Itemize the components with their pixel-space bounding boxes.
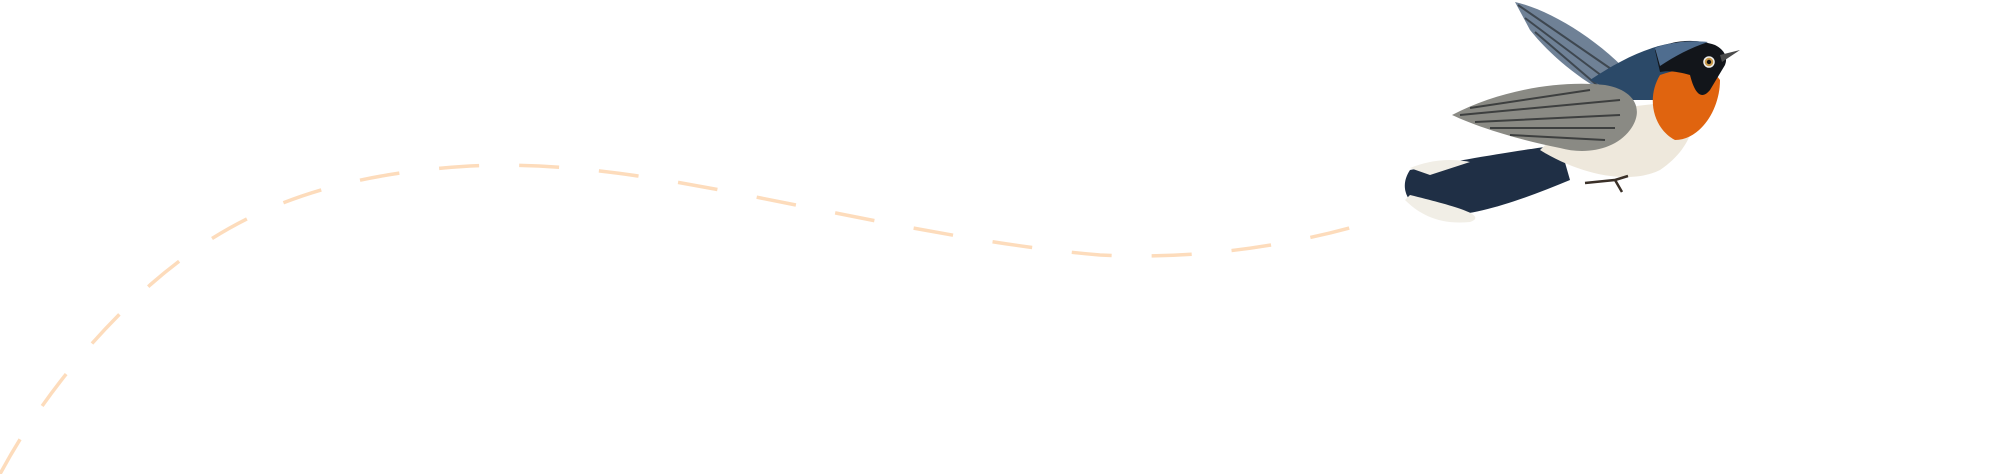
bird-feet bbox=[1584, 174, 1629, 193]
bird-icon bbox=[1404, 2, 1740, 223]
bird-beak bbox=[1720, 50, 1740, 62]
bird-lower-wing bbox=[1452, 83, 1637, 151]
bird-tail bbox=[1404, 145, 1570, 216]
dashed-flight-path bbox=[0, 163, 1361, 474]
